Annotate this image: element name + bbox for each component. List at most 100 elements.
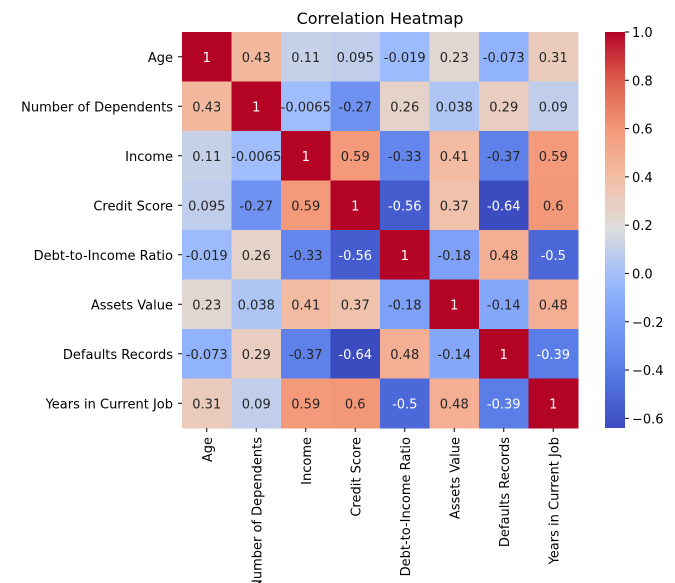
cell-value-label: -0.073: [186, 348, 228, 363]
y-tick-label: Income: [125, 150, 173, 165]
y-tick-label: Debt-to-Income Ratio: [34, 249, 173, 264]
cell-value-label: 0.26: [390, 100, 419, 115]
x-tick-label: Debt-to-Income Ratio: [399, 437, 414, 576]
cell-value-label: 0.6: [345, 397, 366, 412]
heatmap-cell: [330, 32, 381, 82]
heatmap-cell: [528, 230, 579, 280]
cell-value-label: -0.39: [487, 397, 521, 412]
heatmap-cell: [380, 131, 430, 181]
cell-value-label: 0.26: [242, 249, 271, 264]
heatmap-cell: [479, 378, 529, 429]
colorbar-gradient: [605, 32, 625, 428]
colorbar-tick-label: 0.6: [632, 123, 653, 138]
colorbar-tick-label: −0.2: [632, 316, 664, 331]
cell-value-label: 1: [401, 249, 409, 264]
heatmap-cell: [380, 180, 430, 231]
x-tick-label: Defaults Records: [498, 437, 513, 547]
heatmap-cell: [528, 81, 579, 132]
heatmap-cell: [479, 131, 529, 181]
heatmap-cell: [231, 329, 282, 379]
heatmap-cell: [380, 378, 430, 429]
heatmap-cell: [231, 378, 282, 429]
heatmap-cell: [281, 180, 331, 231]
cell-value-label: 0.37: [440, 199, 469, 214]
heatmap-cell: [429, 230, 480, 280]
cell-value-label: 1: [351, 199, 359, 214]
cell-value-label: 0.23: [440, 51, 469, 66]
y-tick-label: Assets Value: [91, 298, 173, 313]
heatmap-cell: [231, 279, 282, 330]
heatmap-cell: [281, 279, 331, 330]
heatmap-cell: [429, 131, 480, 181]
cell-value-label: 0.11: [192, 150, 221, 165]
cell-value-label: -0.56: [388, 199, 422, 214]
colorbar-tick-label: 0.4: [632, 171, 653, 186]
heatmap-cell: [182, 230, 232, 280]
heatmap-cell: [479, 180, 529, 231]
cell-value-label: 0.095: [188, 199, 225, 214]
y-tick-label: Defaults Records: [63, 348, 173, 363]
cell-value-label: 0.59: [341, 150, 370, 165]
cell-value-label: 1: [203, 51, 211, 66]
cell-value-label: -0.56: [338, 249, 372, 264]
heatmap-cell: [528, 32, 579, 82]
heatmap-cell: [330, 81, 381, 132]
cell-value-label: -0.27: [239, 199, 273, 214]
heatmap-cell: [330, 329, 381, 379]
heatmap-cell: [281, 81, 331, 132]
cell-value-label: -0.5: [392, 397, 417, 412]
heatmap-cells: [182, 32, 579, 429]
cell-value-label: 0.6: [543, 199, 564, 214]
cell-value-label: 0.038: [436, 100, 473, 115]
x-tick-label: Income: [300, 437, 315, 485]
heatmap-cell: [528, 279, 579, 330]
heatmap-cell: [528, 378, 579, 429]
colorbar-tick-label: 0.0: [632, 267, 653, 282]
heatmap-cell: [429, 81, 480, 132]
heatmap-cell: [429, 279, 480, 330]
heatmap-cell: [528, 329, 579, 379]
heatmap-cell: [429, 180, 480, 231]
heatmap-cell: [281, 131, 331, 181]
heatmap-cell: [528, 180, 579, 231]
y-tick-labels: Age Number of Dependents Income Credit Scor…: [21, 51, 182, 412]
cell-value-label: -0.18: [437, 249, 471, 264]
heatmap-cell: [281, 230, 331, 280]
x-tick-label: Age: [201, 437, 216, 462]
x-tick-labels: Age Number of Dependents Income Credit Scor…: [201, 428, 562, 583]
heatmap-cell: [380, 329, 430, 379]
cell-value-label: 1: [302, 150, 310, 165]
heatmap-cell: [330, 230, 381, 280]
heatmap-cell: [528, 131, 579, 181]
heatmap-cell: [281, 378, 331, 429]
cell-value-label: 0.038: [238, 298, 275, 313]
heatmap-cell: [429, 378, 480, 429]
y-tick-label: Number of Dependents: [21, 100, 173, 115]
heatmap-cell: [380, 81, 430, 132]
heatmap-cell: [380, 230, 430, 280]
cell-value-label: -0.5: [541, 249, 566, 264]
cell-value-label: -0.64: [338, 348, 372, 363]
cell-value-label: 0.09: [539, 100, 568, 115]
heatmap-cell: [479, 230, 529, 280]
heatmap-cell: [429, 32, 480, 82]
heatmap-cell: [182, 32, 232, 82]
cell-value-label: 0.59: [291, 397, 320, 412]
colorbar-tick-label: −0.4: [632, 364, 664, 379]
heatmap-cell: [479, 32, 529, 82]
cell-value-label: -0.14: [437, 348, 471, 363]
cell-value-label: 0.48: [390, 348, 419, 363]
heatmap-cell: [429, 329, 480, 379]
colorbar: 1.0 0.8 0.6 0.4 0.2 0.0 −0.2 −0.4 −0.6: [605, 26, 664, 428]
chart-title: Correlation Heatmap: [297, 9, 464, 28]
cell-value-label: -0.0065: [281, 100, 331, 115]
heatmap-annotations: 1 0.43 0.11 0.095 -0.019 0.23 -0.073 0.31 0.43 1 -…: [186, 51, 570, 413]
heatmap-cell: [281, 32, 331, 82]
colorbar-tick-label: −0.6: [632, 412, 664, 427]
cell-value-label: -0.39: [536, 348, 570, 363]
heatmap-cell: [380, 32, 430, 82]
cell-value-label: 0.48: [539, 298, 568, 313]
cell-value-label: 0.31: [192, 397, 221, 412]
cell-value-label: -0.0065: [231, 150, 281, 165]
